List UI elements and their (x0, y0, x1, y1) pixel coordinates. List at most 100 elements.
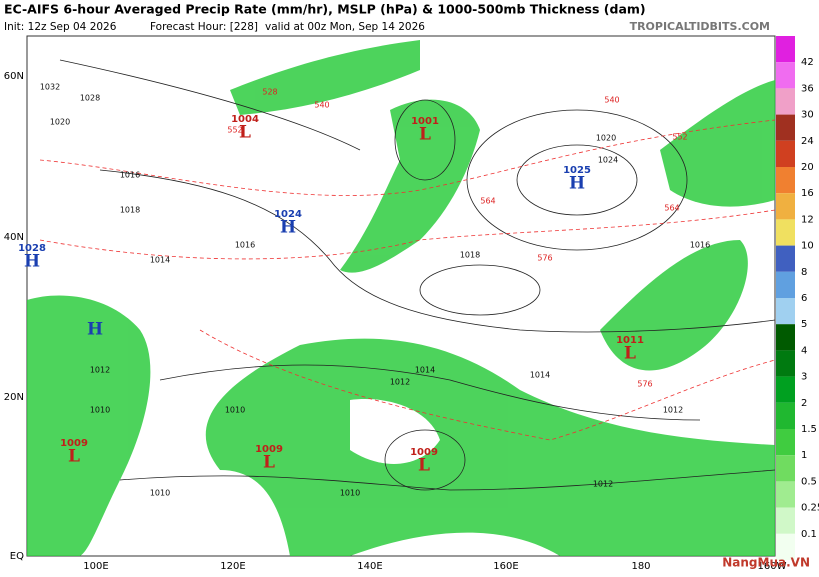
isobar-label: 1012 (90, 366, 110, 375)
colorbar-label: 12 (801, 214, 814, 225)
colorbar-label: 20 (801, 162, 814, 173)
isobar-label: 1020 (50, 118, 70, 127)
isobar-label: 1020 (596, 134, 616, 143)
dry-pocket (350, 399, 440, 464)
isobar (419, 264, 541, 316)
thickness-lines (39, 119, 776, 441)
colorbar-label: 4 (801, 345, 807, 356)
isobar-label: 1014 (415, 366, 435, 375)
title: EC-AIFS 6-hour Averaged Precip Rate (mm/… (4, 2, 646, 17)
thickness-label: 552 (227, 126, 242, 135)
lon-label: 140E (357, 561, 382, 572)
center-letter: L (418, 456, 430, 476)
colorbar-swatch (776, 455, 795, 482)
lon-label: 160W (758, 561, 787, 572)
lat-label: 60N (4, 71, 24, 82)
isobar-label: 1018 (120, 206, 140, 215)
center-pressure: 1009 (410, 447, 438, 458)
colorbar-label: 8 (801, 267, 807, 278)
precip (660, 80, 775, 207)
colorbar-swatch (776, 507, 795, 534)
precip (205, 338, 775, 556)
colorbar-swatch (776, 429, 795, 456)
forecast-hour: Forecast Hour: [228] (150, 21, 258, 33)
center-letter: L (68, 447, 80, 467)
colorbar-swatch (776, 245, 795, 272)
colorbar-swatch (776, 140, 795, 167)
isobar-label: 1012 (593, 480, 613, 489)
center-pressure: 1001 (411, 116, 439, 127)
colorbar-swatch (776, 350, 795, 377)
isobar (384, 429, 466, 491)
colorbar-label: 3 (801, 372, 807, 383)
colorbar-label: 2 (801, 398, 807, 409)
thickness-line (39, 119, 776, 196)
isobar (59, 59, 361, 151)
colorbar-swatch (776, 62, 795, 89)
center-letter: H (569, 174, 585, 194)
colorbar-swatch (776, 271, 795, 298)
isobar-label: 1014 (530, 371, 550, 380)
isobar (159, 364, 701, 421)
center-letter: L (239, 123, 251, 143)
colorbar-swatch (776, 324, 795, 351)
isobar-label: 1010 (90, 406, 110, 415)
colorbar-label: 0.1 (801, 529, 817, 540)
lat-label: 40N (4, 232, 24, 243)
isobar-label: 1014 (150, 256, 170, 265)
thickness-label: 528 (262, 88, 277, 97)
isobar-label: 1012 (390, 378, 410, 387)
thickness-label: 576 (637, 380, 652, 389)
colorbar-label: 0.25 (801, 503, 819, 514)
lat-label: EQ (10, 551, 24, 562)
isobar-label: 1016 (120, 171, 140, 180)
center-letter: H (87, 320, 103, 340)
lon-label: 160E (493, 561, 518, 572)
colorbar-label: 42 (801, 57, 814, 68)
isobars (59, 59, 776, 491)
precip (340, 99, 480, 273)
colorbar-label: 1 (801, 450, 807, 461)
center-letter: L (624, 344, 636, 364)
colorbar-swatch (776, 193, 795, 220)
center-pressure: 1028 (18, 243, 46, 254)
watermark: NangMua.VN (722, 556, 810, 570)
thickness-label: 564 (664, 204, 679, 213)
precip (27, 295, 151, 556)
thickness-label: 576 (537, 254, 552, 263)
center-letter: L (419, 125, 431, 145)
thickness-label: 552 (672, 133, 687, 142)
colorbar: 42 36 30 24 20 16 12 10 8 6 5 4 3 2 1.5 1 0.5 0.25 0.1 (776, 36, 819, 560)
isobar-label: 1028 (80, 94, 100, 103)
isobar-label: 1010 (340, 489, 360, 498)
contour-labels: 1032 1028 1020 1016 1018 1016 1014 1012 1010 1014… (40, 83, 710, 498)
colorbar-swatch (776, 376, 795, 403)
colorbar-swatch (776, 219, 795, 246)
lon-label: 100E (83, 561, 108, 572)
isobar (394, 99, 456, 181)
center-letter: L (263, 453, 275, 473)
init: Init: 12z Sep 04 2026 (4, 21, 117, 33)
colorbar-label: 1.5 (801, 424, 817, 435)
colorbar-swatch (776, 402, 795, 429)
colorbar-swatch (776, 533, 795, 560)
colorbar-label: 36 (801, 83, 814, 94)
thickness-label: 540 (604, 96, 619, 105)
center-pressure: 1011 (616, 335, 644, 346)
isobar-label: 1018 (460, 251, 480, 260)
precip (230, 40, 420, 115)
colorbar-swatch (776, 36, 795, 63)
isobar-label: 1010 (150, 489, 170, 498)
colorbar-swatch (776, 298, 795, 325)
isobar (516, 144, 638, 216)
center-pressure: 1009 (255, 444, 283, 455)
colorbar-label: 30 (801, 110, 814, 121)
colorbar-label: 24 (801, 136, 814, 147)
thickness-label: 540 (314, 101, 329, 110)
isobar-label: 1032 (40, 83, 60, 92)
axes: 60N 40N 20N EQ 100E 120E 140E 160E 180 160W (4, 71, 787, 572)
isobar (99, 169, 776, 333)
thickness-label: 564 (480, 197, 495, 206)
center-letter: H (24, 252, 40, 272)
